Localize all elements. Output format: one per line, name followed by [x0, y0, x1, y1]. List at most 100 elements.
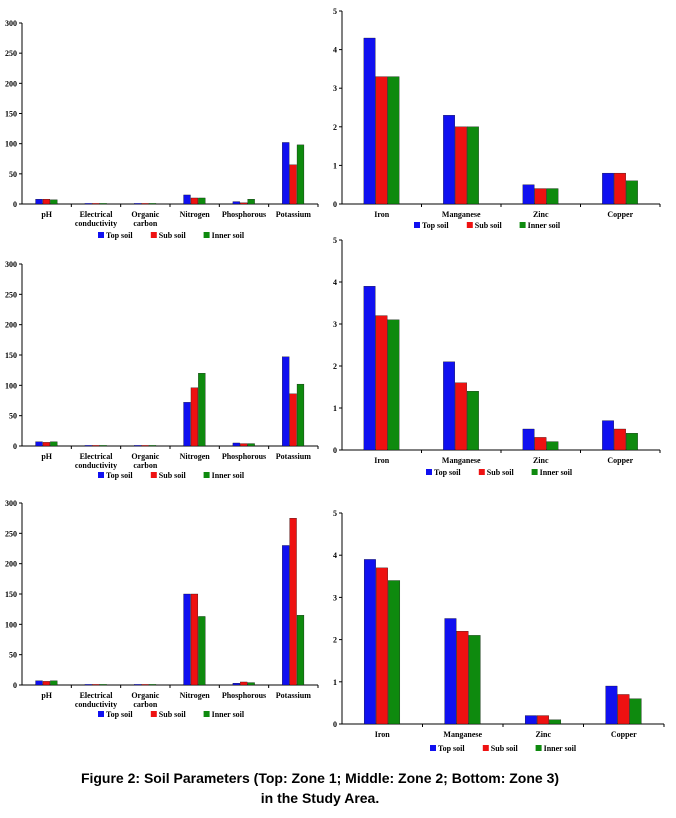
legend-swatch: [98, 472, 104, 478]
category-label: Iron: [374, 456, 390, 465]
bar-inner-soil: [296, 144, 305, 205]
bar-inner-soil: [50, 199, 58, 205]
bar-top-soil: [363, 559, 376, 725]
bar-top-soil: [134, 445, 142, 447]
y-tick-label: 150: [5, 110, 17, 119]
caption-line-2: in the Study Area.: [260, 790, 380, 806]
y-tick-label: 1: [333, 161, 337, 170]
chart-legend: Top soil Sub soil Inner soil: [98, 471, 245, 480]
y-tick-label: 300: [5, 260, 17, 269]
category-label: Potassium: [276, 210, 311, 219]
bar-sub-soil: [92, 445, 100, 447]
chart-legend: Top soil Sub soil Inner soil: [98, 231, 245, 240]
legend-label: Top soil: [106, 471, 133, 480]
bar-sub-soil: [376, 567, 388, 725]
chart-legend: Top soil Sub soil Inner soil: [98, 710, 245, 719]
legend-swatch: [414, 222, 420, 228]
bar-top-soil: [183, 402, 191, 447]
category-label: Iron: [375, 730, 391, 739]
legend-swatch: [150, 232, 157, 238]
bar-inner-soil: [247, 682, 255, 686]
category-label: conductivity: [75, 219, 117, 228]
legend-swatch: [150, 711, 157, 717]
bar-inner-soil: [148, 684, 157, 686]
bar-inner-soil: [99, 445, 107, 447]
legend-label: Inner soil: [528, 221, 561, 230]
bar-inner-soil: [198, 616, 206, 686]
legend-swatch: [426, 469, 432, 475]
legend-label: Top soil: [438, 744, 465, 753]
y-tick-label: 2: [333, 636, 337, 645]
legend-label: Sub soil: [487, 468, 515, 477]
bar-top-soil: [282, 142, 290, 205]
y-tick-label: 0: [13, 681, 17, 690]
y-tick-label: 3: [333, 320, 337, 329]
legend-swatch: [535, 745, 542, 751]
bar-inner-soil: [198, 373, 206, 447]
category-label: Potassium: [276, 452, 311, 461]
category-label: Manganese: [442, 210, 481, 219]
bar-top-soil: [444, 618, 457, 725]
legend-label: Inner soil: [540, 468, 573, 477]
chart-legend: Top soil Sub soil Inner soil: [430, 744, 577, 753]
legend-swatch: [203, 472, 210, 478]
category-label: Nitrogen: [180, 452, 211, 461]
legend-swatch: [478, 469, 485, 475]
bar-inner-soil: [626, 180, 638, 205]
bar-inner-soil: [99, 684, 107, 686]
y-tick-label: 5: [333, 509, 337, 518]
category-label: Electrical: [80, 210, 114, 219]
legend-swatch: [98, 711, 104, 717]
bar-inner-soil: [296, 615, 305, 686]
bar-inner-soil: [467, 126, 479, 205]
legend-label: Inner soil: [212, 471, 245, 480]
y-tick-label: 150: [5, 351, 17, 360]
y-tick-label: 0: [333, 446, 337, 455]
legend-label: Sub soil: [491, 744, 519, 753]
bar-sub-soil: [375, 315, 388, 451]
bar-top-soil: [232, 442, 240, 447]
bar-sub-soil: [141, 684, 149, 686]
category-label: carbon: [133, 700, 158, 709]
category-label: Phosphorous: [222, 691, 266, 700]
y-tick-label: 0: [13, 200, 17, 209]
bar-inner-soil: [546, 188, 559, 205]
bar-top-soil: [522, 428, 535, 451]
y-tick-label: 250: [5, 290, 17, 299]
zone2-micro-chart: 0 1 2 3 4 5 Iron Manganese Zinc Copper Top soil Sub…: [333, 236, 661, 477]
category-label: carbon: [133, 219, 158, 228]
zone2-general-chart: 0 50 100 150 200 250 300 pH Electricalconductivi…: [5, 260, 319, 480]
bar-inner-soil: [148, 445, 157, 447]
y-tick-label: 300: [5, 19, 17, 28]
legend-label: Inner soil: [544, 744, 577, 753]
bar-sub-soil: [614, 428, 626, 451]
y-tick-label: 100: [5, 620, 17, 629]
category-label: Potassium: [276, 691, 311, 700]
figure-caption: Figure 2: Soil Parameters (Top: Zone 1; …: [0, 768, 640, 808]
legend-label: Sub soil: [159, 471, 187, 480]
bar-inner-soil: [549, 719, 562, 725]
y-tick-label: 200: [5, 321, 17, 330]
y-tick-label: 4: [333, 551, 337, 560]
bar-top-soil: [84, 203, 92, 205]
bar-sub-soil: [190, 387, 199, 447]
bar-sub-soil: [141, 445, 149, 447]
bar-sub-soil: [42, 442, 51, 447]
bar-sub-soil: [375, 76, 388, 205]
category-label: Phosphorous: [222, 452, 266, 461]
category-label: conductivity: [75, 700, 117, 709]
bar-top-soil: [35, 441, 43, 447]
y-tick-label: 50: [9, 170, 17, 179]
legend-swatch: [203, 711, 210, 717]
category-label: Copper: [607, 210, 633, 219]
category-label: Electrical: [80, 452, 114, 461]
bar-sub-soil: [190, 593, 199, 686]
category-label: Nitrogen: [180, 691, 211, 700]
zone1-micro-chart: 0 1 2 3 4 5 Iron Manganese Zinc Copper Top soil Sub…: [333, 7, 661, 230]
category-label: Manganese: [443, 730, 482, 739]
legend-swatch: [519, 222, 526, 228]
legend-label: Inner soil: [212, 231, 245, 240]
legend-label: Top soil: [434, 468, 461, 477]
category-label: Phosphorous: [222, 210, 266, 219]
bar-inner-soil: [99, 203, 107, 205]
